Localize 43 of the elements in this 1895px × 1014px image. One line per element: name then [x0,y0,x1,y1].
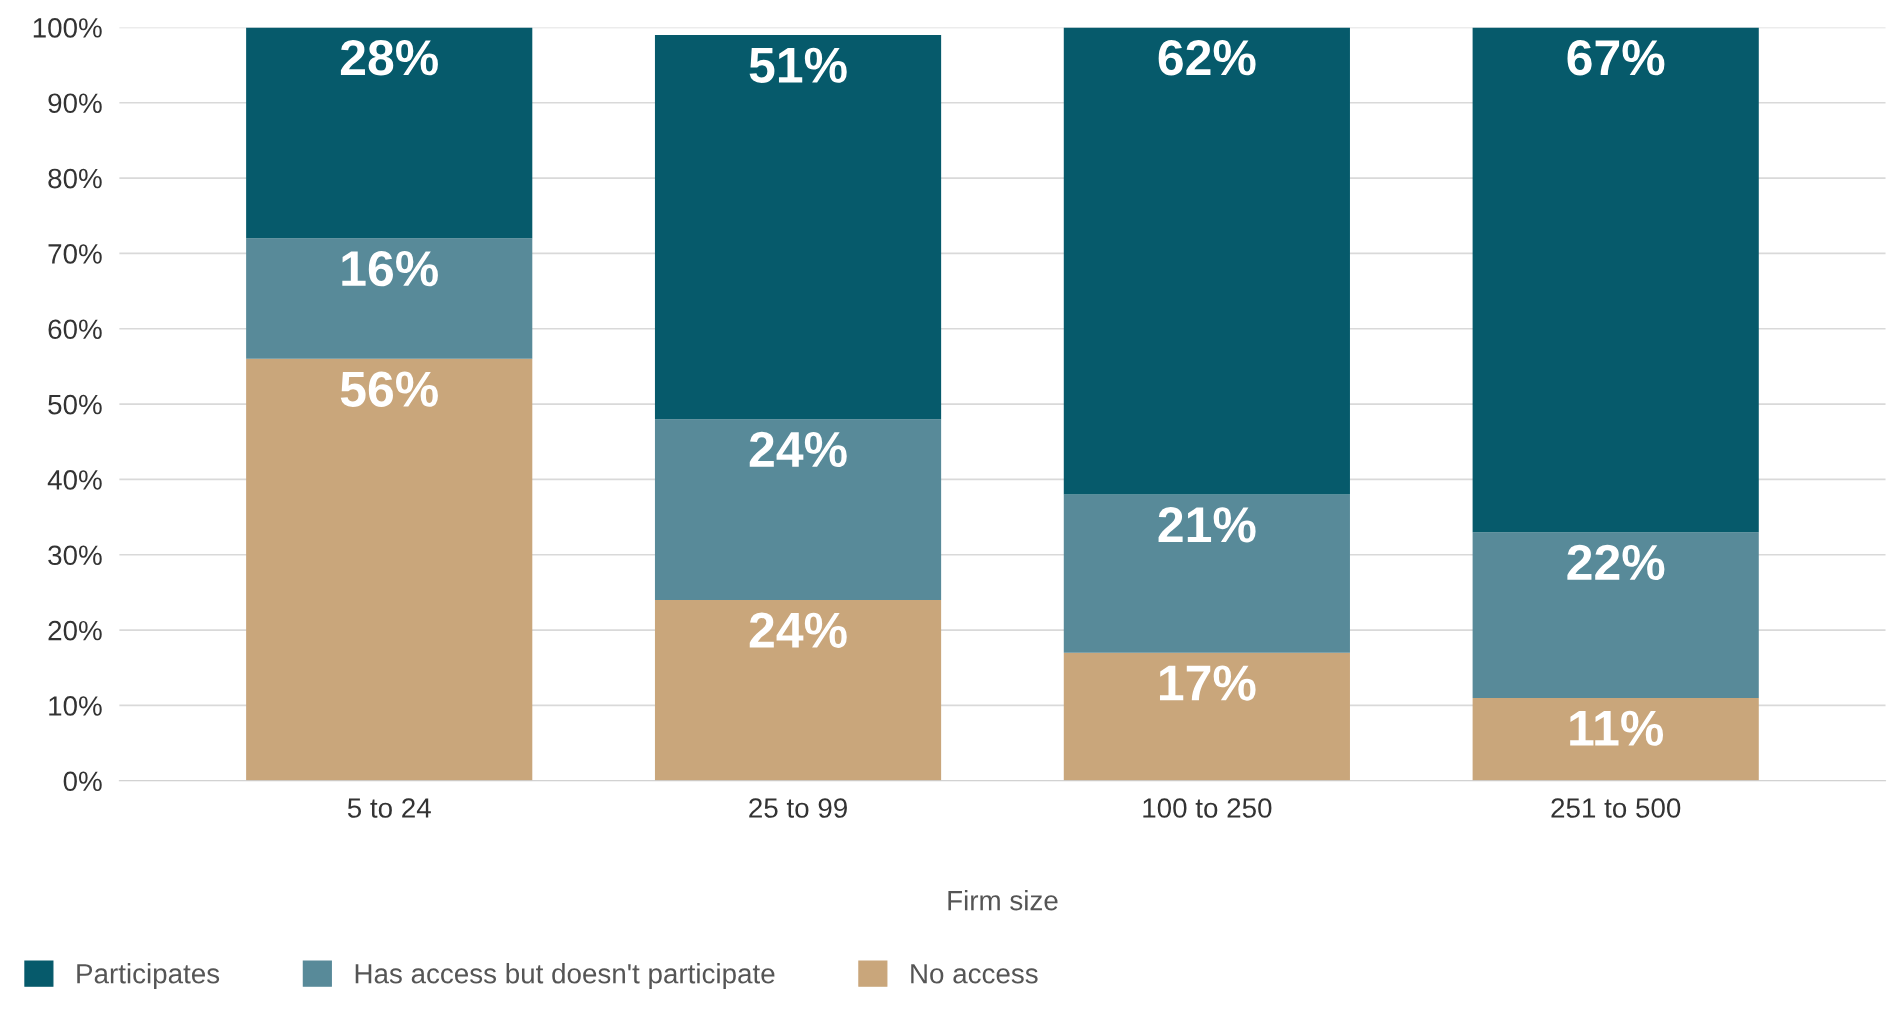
x-tick-label: 251 to 500 [1551,798,1681,818]
y-tick-label: 40% [47,470,102,490]
bar [1472,27,1759,533]
y-tick-label: 100% [33,18,102,38]
data-label: 56% [340,371,438,407]
y-tick-label: 50% [48,394,102,415]
data-label: 28% [340,40,438,76]
bar [654,599,942,781]
bar [246,358,533,781]
data-label: 24% [749,431,847,468]
y-tick-label: 10% [49,696,102,716]
data-label: 17% [1159,665,1256,701]
bar [1063,494,1350,653]
x-tick-label: 25 to 99 [749,798,847,818]
y-tick-label: 30% [48,545,102,566]
data-label: 11% [1570,710,1664,746]
bar [654,419,942,600]
bar [246,238,533,359]
data-label: 62% [1158,40,1256,76]
legend-label: No access [911,964,1038,984]
bar [1472,532,1759,698]
bar [654,34,942,420]
bar [1063,652,1350,781]
y-tick-label: 70% [48,244,102,264]
legend-label: Has access but doesn't participate [355,963,775,989]
y-tick-label: 0% [63,771,102,792]
y-tick-label: 80% [48,168,102,189]
data-label: 16% [342,250,438,287]
y-tick-label: 90% [48,93,102,114]
data-label: 22% [1567,544,1665,581]
legend-label: Participates [77,963,220,989]
data-label: 51% [749,47,847,83]
y-tick-label: 20% [48,620,102,641]
data-label: 67% [1567,40,1665,76]
bar [246,27,533,239]
x-tick-label: 100 to 250 [1143,798,1272,818]
data-label: 21% [1158,507,1256,543]
y-tick-label: 60% [48,319,102,340]
x-tick-label: 5 to 24 [347,798,431,818]
x-axis-title: Firm size [948,890,1058,911]
bar [1472,697,1759,781]
bar [1063,27,1350,495]
data-label: 24% [749,612,847,648]
